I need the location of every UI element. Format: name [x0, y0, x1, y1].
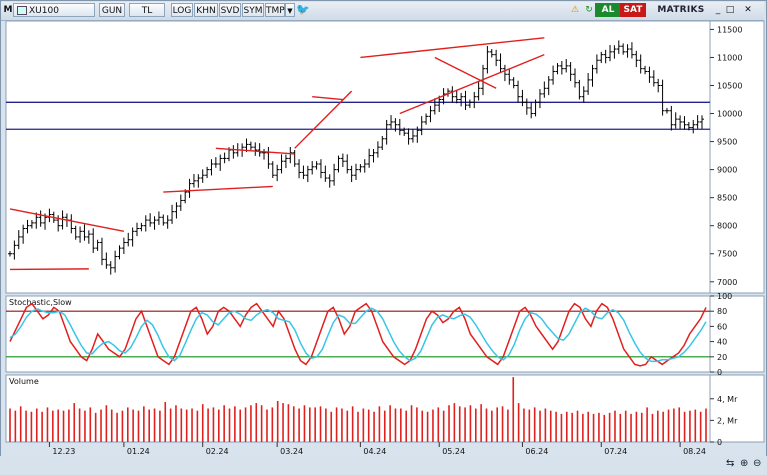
stoch-y-tick-label: 100 — [717, 292, 732, 301]
price-y-tick-label: 10500 — [717, 81, 742, 90]
zoom-in-icon[interactable]: ⊕ — [740, 458, 749, 469]
stoch-d-line — [9, 307, 707, 363]
scroll-left-icon[interactable]: ⇆ — [726, 458, 735, 469]
stoch-k-line — [9, 302, 707, 367]
price-y-tick-label: 8000 — [717, 222, 737, 231]
window-icon — [17, 6, 27, 15]
x-tick-label: 07.24 — [604, 447, 627, 456]
price-y-tick-label: 9500 — [717, 138, 737, 147]
x-tick-label: 05.24 — [442, 447, 465, 456]
toolbar: M XU100 GUN TL LOG KHN SVD SYM TMP ▼ 🐦 ⚠… — [1, 2, 764, 21]
symbol-selector[interactable]: XU100 — [13, 3, 95, 17]
stoch-y-tick-label: 40 — [717, 338, 727, 347]
price-y-tick-label: 11000 — [717, 53, 742, 62]
menu-button[interactable]: M — [3, 5, 13, 15]
price-y-tick-label: 9000 — [717, 166, 737, 175]
volume-panel-axis — [709, 374, 765, 443]
khn-button[interactable]: KHN — [194, 3, 218, 17]
trendline — [360, 37, 545, 59]
price-y-tick-label: 10000 — [717, 110, 742, 119]
trendline — [163, 185, 273, 193]
x-tick-label: 02.24 — [206, 447, 229, 456]
price-y-tick-label: 8500 — [717, 194, 737, 203]
stoch-y-tick-label: 20 — [717, 353, 727, 362]
maximize-icon[interactable]: □ — [725, 5, 735, 15]
volume-bars — [9, 377, 707, 442]
tmp-button[interactable]: TMP — [265, 3, 285, 17]
period-button[interactable]: GUN — [99, 3, 125, 17]
volume-y-tick-label: 4, Mr — [717, 395, 738, 404]
stochastic-panel — [5, 295, 711, 373]
svd-button[interactable]: SVD — [219, 3, 241, 17]
stoch-y-tick-label: 0 — [717, 368, 722, 377]
alert-icon[interactable]: ⚠ — [570, 5, 580, 15]
sym-button[interactable]: SYM — [242, 3, 264, 17]
volume-y-tick-label: 2, Mr — [717, 416, 738, 425]
trendline — [9, 268, 89, 271]
symbol-label: XU100 — [29, 6, 59, 16]
stoch-y-tick-label: 60 — [717, 322, 727, 331]
buy-button[interactable]: AL — [595, 3, 621, 17]
x-tick-label: 03.24 — [280, 447, 303, 456]
price-panel — [5, 20, 711, 294]
price-y-tick-label: 7000 — [717, 278, 737, 287]
trendline — [215, 147, 295, 155]
currency-button[interactable]: TL — [129, 3, 165, 17]
sell-button[interactable]: SAT — [620, 3, 646, 17]
x-tick-label: 04.24 — [363, 447, 386, 456]
chart-area: 1150011000105001000095009000850080007500… — [5, 20, 765, 456]
trendline — [399, 54, 545, 115]
twitter-icon[interactable]: 🐦 — [296, 3, 310, 16]
volume-y-tick-label: 0 — [717, 438, 722, 447]
price-bars — [8, 40, 704, 275]
x-tick-label: 01.24 — [127, 447, 150, 456]
trendline — [294, 90, 353, 149]
close-icon[interactable]: ✕ — [744, 5, 752, 15]
dropdown-arrow-icon[interactable]: ▼ — [285, 3, 295, 17]
x-tick-label: 06.24 — [525, 447, 548, 456]
trendline — [312, 96, 343, 101]
stochastic-panel-axis — [709, 295, 765, 373]
refresh-icon[interactable]: ↻ — [585, 5, 593, 15]
minimize-icon[interactable]: _ — [715, 5, 721, 15]
trendline — [434, 56, 497, 89]
stochastic-title: Stochastic,Slow — [9, 298, 72, 307]
x-tick-label: 12.23 — [52, 447, 75, 456]
zoom-out-icon[interactable]: ⊖ — [753, 458, 762, 469]
volume-title: Volume — [9, 377, 39, 386]
x-tick-label: 08.24 — [683, 447, 706, 456]
trendline — [9, 208, 125, 232]
brand-logo: MATRIKS — [657, 5, 705, 15]
log-button[interactable]: LOG — [171, 3, 193, 17]
price-y-tick-label: 7500 — [717, 250, 737, 259]
scroll-bar[interactable]: ⇆ ⊕ ⊖ — [0, 456, 767, 475]
price-panel-axis — [709, 20, 765, 294]
price-y-tick-label: 11500 — [717, 25, 742, 34]
stoch-y-tick-label: 80 — [717, 307, 727, 316]
